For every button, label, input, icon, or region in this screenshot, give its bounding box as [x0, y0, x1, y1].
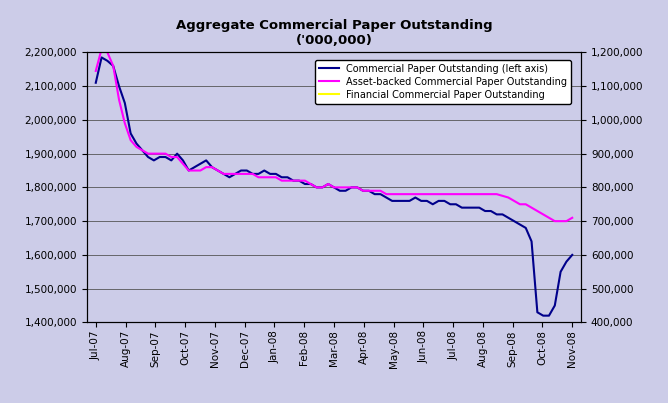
Line: Commercial Paper Outstanding (left axis): Commercial Paper Outstanding (left axis) — [96, 58, 572, 316]
Asset-backed Commercial Paper Outstanding — [382, 192, 390, 197]
Commercial Paper Outstanding (left axis) — [127, 131, 135, 136]
Legend: Commercial Paper Outstanding (left axis), Asset-backed Commercial Paper Outstand: Commercial Paper Outstanding (left axis)… — [315, 60, 571, 104]
Commercial Paper Outstanding (left axis) — [167, 158, 175, 163]
Commercial Paper Outstanding (left axis) — [539, 313, 547, 318]
Asset-backed Commercial Paper Outstanding — [196, 168, 204, 173]
Asset-backed Commercial Paper Outstanding — [440, 192, 448, 197]
Commercial Paper Outstanding (left axis) — [382, 195, 390, 200]
Asset-backed Commercial Paper Outstanding — [470, 192, 478, 197]
Asset-backed Commercial Paper Outstanding — [127, 138, 135, 143]
Asset-backed Commercial Paper Outstanding — [551, 219, 559, 224]
Commercial Paper Outstanding (left axis) — [470, 205, 478, 210]
Commercial Paper Outstanding (left axis) — [98, 55, 106, 60]
Line: Asset-backed Commercial Paper Outstanding: Asset-backed Commercial Paper Outstandin… — [96, 49, 572, 221]
Title: Aggregate Commercial Paper Outstanding
('000,000): Aggregate Commercial Paper Outstanding (… — [176, 19, 492, 47]
Commercial Paper Outstanding (left axis) — [92, 80, 100, 85]
Commercial Paper Outstanding (left axis) — [440, 198, 448, 203]
Commercial Paper Outstanding (left axis) — [196, 161, 204, 166]
Asset-backed Commercial Paper Outstanding — [167, 155, 175, 160]
Commercial Paper Outstanding (left axis) — [568, 252, 576, 258]
Asset-backed Commercial Paper Outstanding — [92, 69, 100, 73]
Asset-backed Commercial Paper Outstanding — [98, 47, 106, 52]
Asset-backed Commercial Paper Outstanding — [568, 215, 576, 220]
